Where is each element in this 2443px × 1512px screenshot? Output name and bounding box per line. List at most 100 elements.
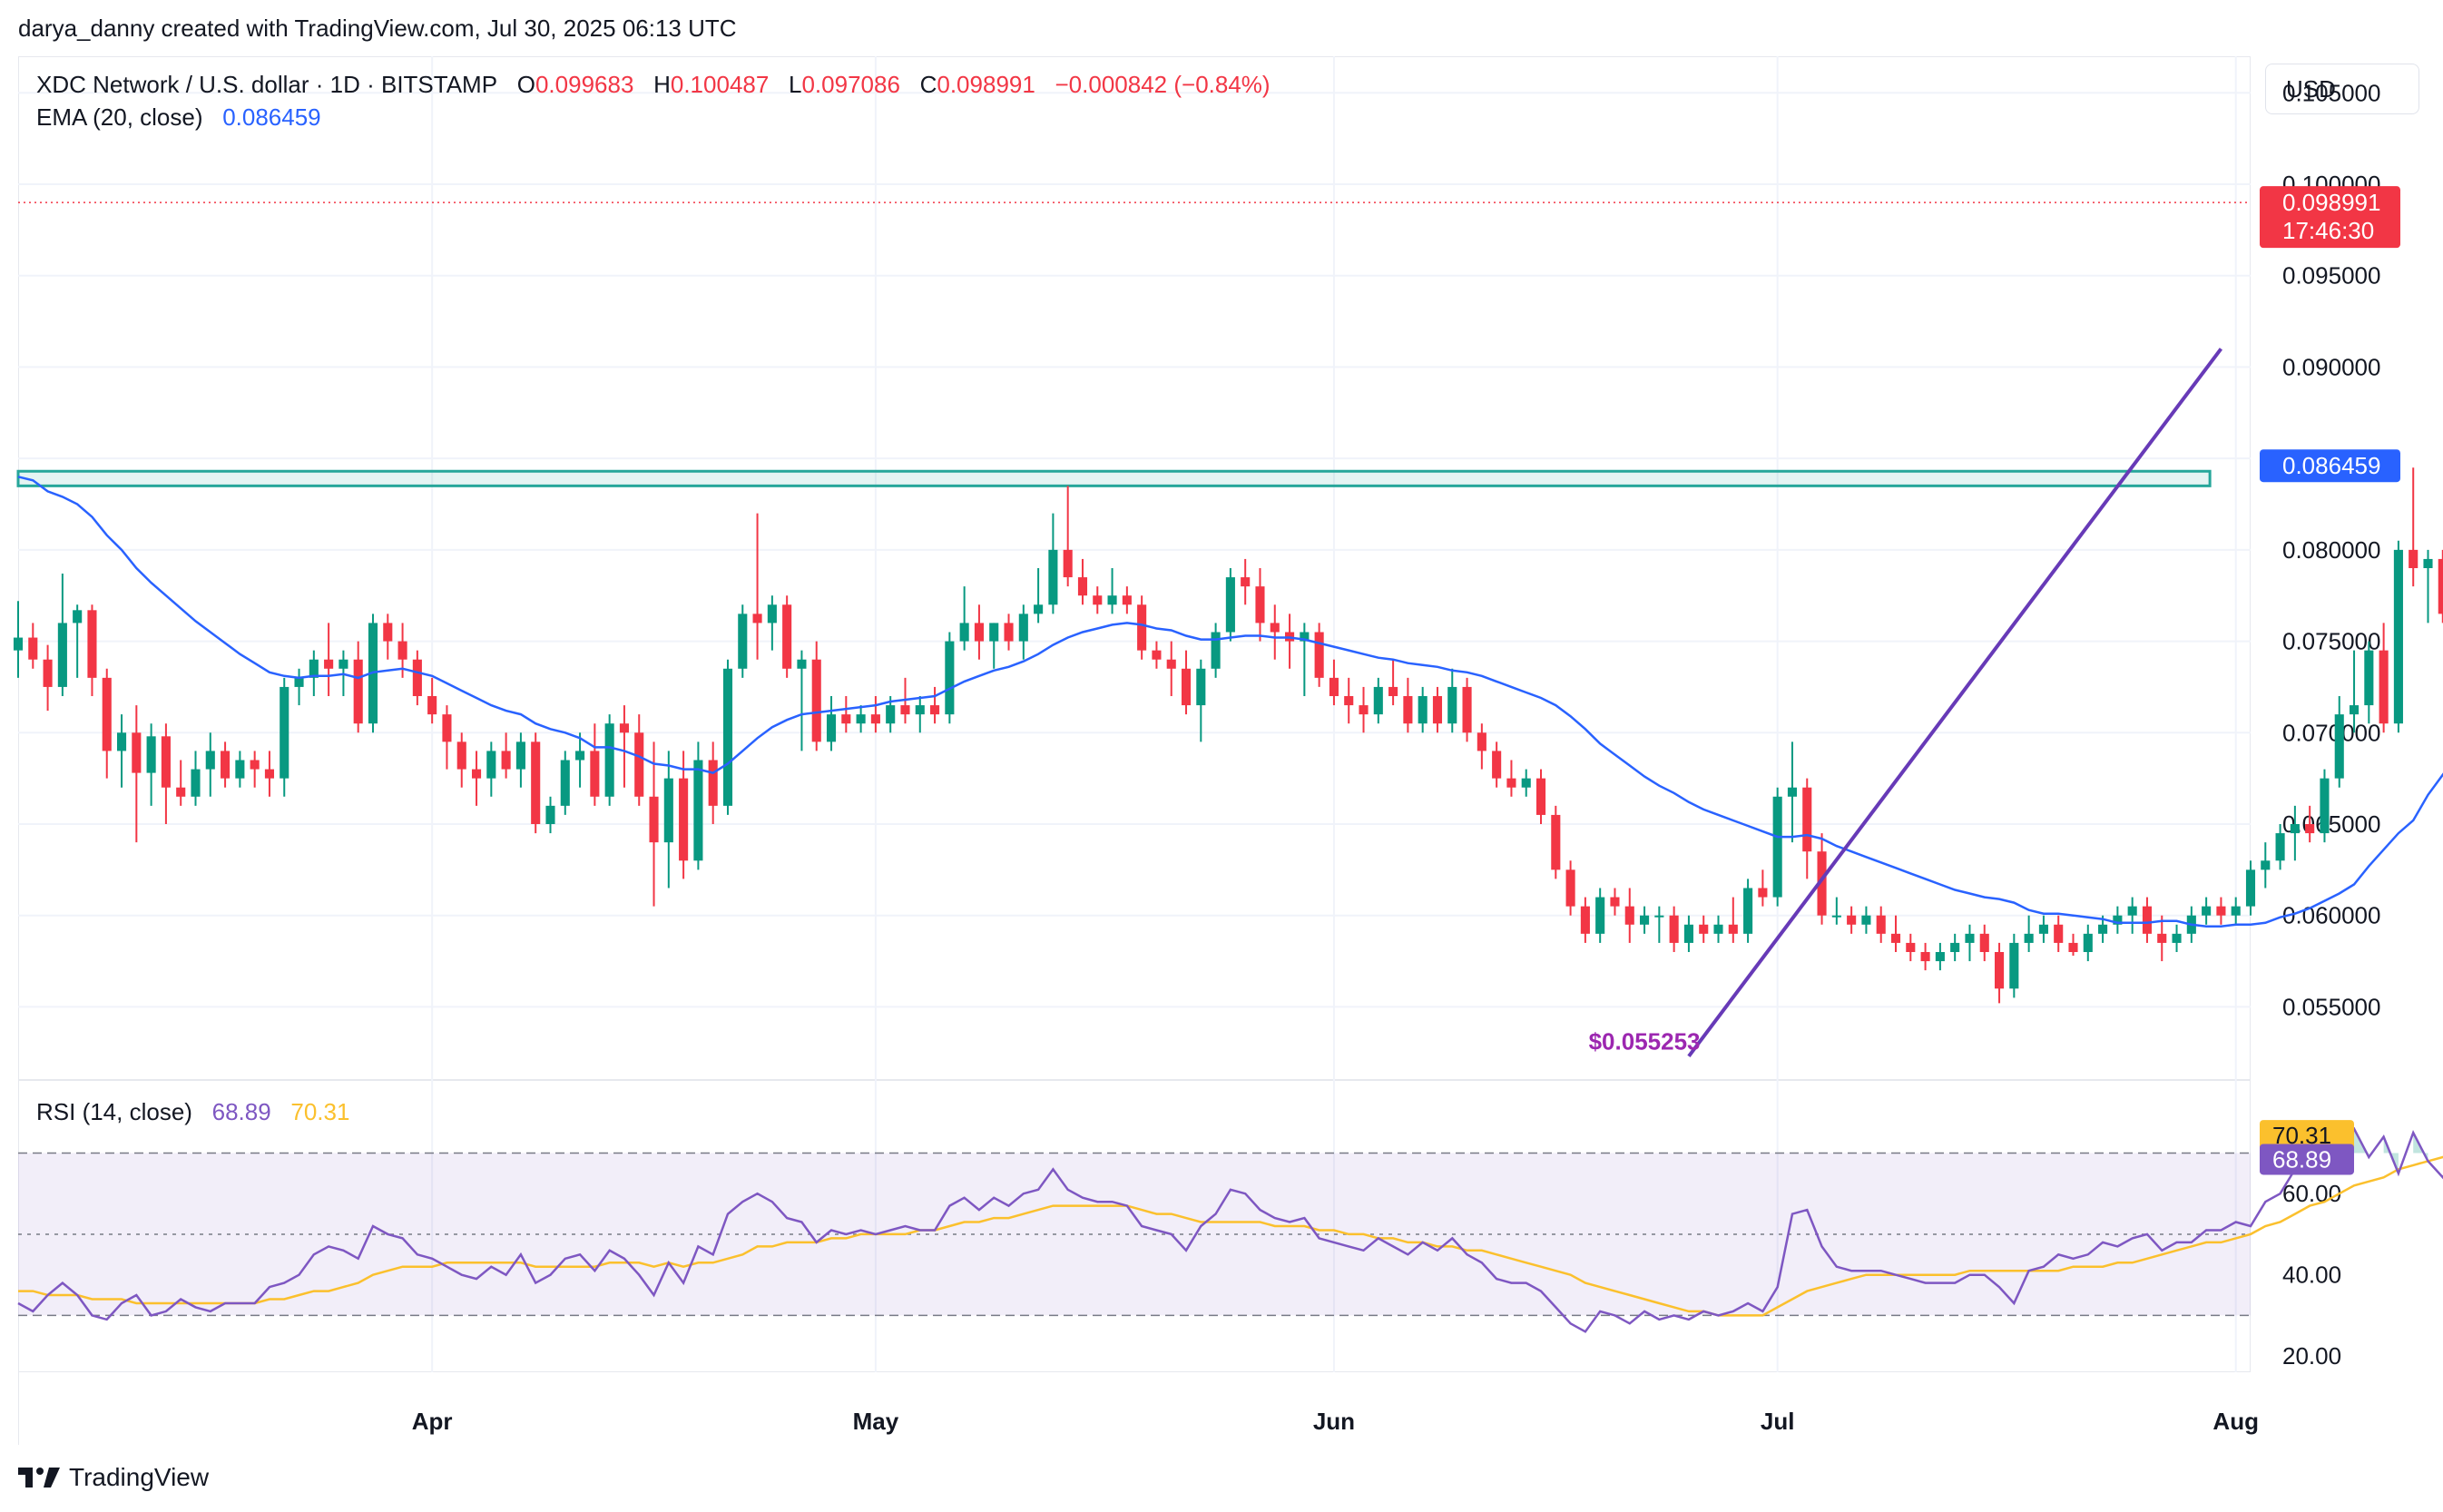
candle-body	[930, 705, 940, 715]
rsi-badge	[2260, 1144, 2354, 1175]
time-tick-label: Jul	[1761, 1408, 1795, 1435]
symbol-legend[interactable]: XDC Network / U.S. dollar · 1D · BITSTAM…	[36, 71, 1271, 99]
ema-price-label: 0.086459	[2282, 452, 2380, 479]
candle-body	[1713, 924, 1723, 934]
candle-body	[679, 778, 689, 861]
candle-body	[2379, 650, 2389, 724]
candle-body	[2334, 714, 2344, 779]
candle-body	[2113, 915, 2123, 925]
candle-body	[2423, 558, 2433, 568]
candle-body	[2083, 933, 2093, 952]
time-tick-label: May	[853, 1408, 899, 1435]
tradingview-logo-icon	[18, 1468, 60, 1487]
candle-body	[1181, 668, 1192, 706]
candle-body	[2364, 650, 2374, 706]
rsi-ma-line	[18, 1155, 2443, 1317]
candle-body	[13, 637, 24, 651]
candle-body	[826, 714, 837, 742]
time-axis[interactable]	[18, 1372, 2252, 1445]
rsi-legend[interactable]: RSI (14, close) 68.89 70.31	[36, 1098, 349, 1126]
open-label: O	[516, 71, 535, 98]
candle-body	[752, 614, 762, 623]
candle-body	[945, 641, 955, 715]
candle-body	[280, 686, 289, 779]
candle-body	[1565, 869, 1575, 907]
candle-body	[2172, 933, 2182, 943]
candle-body	[989, 623, 999, 642]
candle-body	[1950, 942, 1960, 952]
candle-body	[1994, 952, 2005, 989]
candle-body	[1580, 906, 1590, 934]
candle-body	[590, 751, 600, 797]
candle-body	[397, 641, 407, 660]
candle-body	[176, 787, 186, 797]
candle-body	[28, 637, 38, 660]
candle-body	[959, 623, 969, 642]
candle-body	[1506, 778, 1516, 788]
ema-line	[17, 476, 2443, 928]
time-tick-label: Aug	[2212, 1408, 2259, 1435]
candle-body	[1802, 787, 1812, 852]
ema-legend[interactable]: EMA (20, close) 0.086459	[36, 103, 321, 132]
price-tick-label: 0.055000	[2282, 993, 2380, 1020]
candle-body	[1418, 696, 1428, 724]
candle-body	[43, 659, 53, 687]
candle-body	[338, 659, 348, 669]
candle-body	[73, 610, 83, 623]
price-tick-label: 0.105000	[2282, 79, 2380, 106]
footer-brand[interactable]: TradingView	[18, 1463, 209, 1492]
candle-body	[1831, 915, 1841, 918]
candle-body	[57, 623, 67, 687]
candle-body	[1876, 915, 1886, 934]
candle-body	[309, 659, 319, 678]
candle-body	[2157, 933, 2167, 943]
candle-body	[235, 760, 245, 779]
candle-body	[1965, 933, 1975, 943]
candle-body	[1728, 924, 1738, 934]
candle-body	[886, 705, 896, 724]
candle-body	[1329, 677, 1339, 696]
ema-label[interactable]: EMA (20, close)	[36, 103, 203, 131]
candle-body	[1535, 778, 1546, 815]
currency-label: USD	[2286, 75, 2336, 103]
candle-body	[1270, 623, 1280, 633]
candle-body	[87, 610, 97, 678]
candle-body	[2142, 906, 2153, 934]
candle-body	[515, 741, 525, 770]
candle-body	[1772, 796, 1782, 898]
rsi-tick-label: 20.00	[2282, 1342, 2341, 1370]
candle-body	[1979, 933, 1989, 952]
candle-body	[1359, 705, 1369, 715]
price-pane[interactable]	[18, 56, 2251, 1080]
candle-body	[102, 677, 112, 751]
candle-body	[974, 623, 984, 642]
candle-body	[2245, 869, 2256, 907]
low-label: L	[789, 71, 802, 98]
trendline	[1687, 348, 2223, 1058]
candle-body	[2275, 833, 2285, 861]
candle-body	[1211, 632, 1221, 669]
candle-body	[1225, 577, 1235, 633]
candle-body	[324, 659, 334, 669]
candle-body	[1018, 614, 1028, 642]
price-tick-label: 0.060000	[2282, 902, 2380, 929]
last-price-label: 0.098991	[2282, 189, 2380, 216]
price-tick-label: 0.090000	[2282, 353, 2380, 380]
rsi-label[interactable]: RSI (14, close)	[36, 1098, 192, 1125]
candle-body	[1521, 778, 1531, 788]
rsi-value: 68.89	[211, 1098, 271, 1125]
candle-body	[2261, 860, 2271, 870]
candle-body	[1255, 586, 1265, 623]
currency-selector[interactable]: USD	[2265, 64, 2419, 114]
candle-body	[1847, 915, 1857, 925]
candle-body	[427, 696, 437, 715]
candle-body	[1595, 897, 1605, 934]
candle-body	[116, 732, 127, 751]
candle-body	[782, 604, 792, 669]
candle-body	[2305, 824, 2315, 834]
candle-body	[1654, 915, 1664, 918]
symbol-name[interactable]: XDC Network / U.S. dollar · 1D · BITSTAM…	[36, 71, 498, 98]
candle-body	[797, 659, 807, 669]
candle-body	[1241, 577, 1251, 587]
